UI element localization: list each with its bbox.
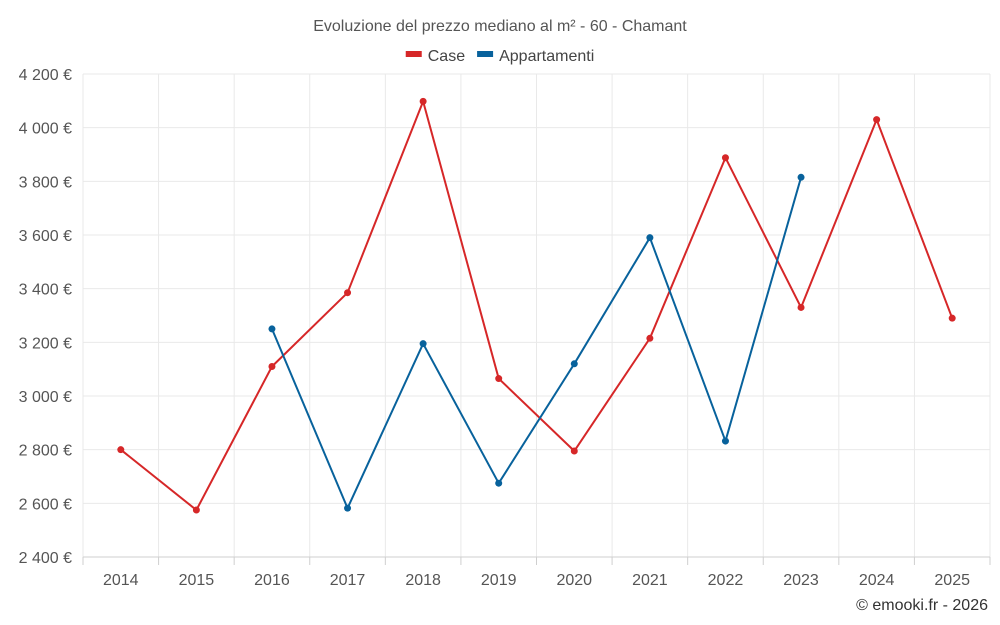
- y-tick-label: 3 600 €: [19, 228, 72, 245]
- series-line-case: [120, 100, 954, 512]
- data-point-case[interactable]: [570, 447, 578, 455]
- data-point-appartamenti[interactable]: [797, 173, 805, 181]
- x-tick-label: 2019: [481, 572, 517, 589]
- legend-swatch: [477, 51, 494, 57]
- y-tick-label: 2 400 €: [19, 550, 72, 567]
- data-point-case[interactable]: [268, 362, 276, 370]
- y-tick-label: 3 000 €: [19, 389, 72, 406]
- data-point-case[interactable]: [873, 116, 881, 124]
- data-point-appartamenti[interactable]: [721, 437, 729, 445]
- legend: Case Appartamenti: [405, 48, 594, 65]
- x-tick-label: 2022: [708, 572, 744, 589]
- legend-swatch: [405, 51, 422, 57]
- data-point-case[interactable]: [948, 314, 956, 322]
- y-axis: 2 400 € 2 600 € 2 800 € 3 000 € 3 200 € 3 400…: [19, 67, 72, 567]
- grid: [82, 73, 991, 557]
- y-tick-label: 4 000 €: [19, 121, 72, 138]
- x-tick-label: 2020: [556, 572, 592, 589]
- series: [117, 97, 956, 514]
- x-tick-label: 2016: [254, 572, 290, 589]
- data-point-appartamenti[interactable]: [646, 234, 654, 242]
- legend-item-case[interactable]: Case: [405, 48, 465, 65]
- x-tick-label: 2017: [330, 572, 366, 589]
- y-tick-label: 3 400 €: [19, 282, 72, 299]
- y-tick-label: 4 200 €: [19, 67, 72, 84]
- data-point-case[interactable]: [797, 303, 805, 311]
- data-point-appartamenti[interactable]: [419, 340, 427, 348]
- x-axis: 2014 2015 2016 2017 2018 2019 2020 2021 2022 2023…: [82, 556, 991, 589]
- data-point-case[interactable]: [117, 446, 125, 454]
- y-tick-label: 3 200 €: [19, 335, 72, 352]
- data-point-case[interactable]: [721, 154, 729, 162]
- x-tick-label: 2025: [934, 572, 970, 589]
- x-tick-label: 2018: [405, 572, 441, 589]
- x-tick-label: 2015: [179, 572, 215, 589]
- data-point-appartamenti[interactable]: [570, 360, 578, 368]
- data-point-appartamenti[interactable]: [268, 325, 276, 333]
- y-tick-label: 3 800 €: [19, 174, 72, 191]
- credit-text: © emooki.fr - 2026: [856, 597, 988, 614]
- x-tick-label: 2023: [783, 572, 819, 589]
- x-tick-label: 2014: [103, 572, 139, 589]
- data-point-case[interactable]: [646, 334, 654, 342]
- y-tick-label: 2 800 €: [19, 443, 72, 460]
- data-point-case[interactable]: [419, 97, 427, 105]
- legend-label: Appartamenti: [499, 48, 594, 65]
- legend-item-appartamenti[interactable]: Appartamenti: [477, 48, 594, 65]
- data-point-case[interactable]: [192, 506, 200, 514]
- chart-title: Evoluzione del prezzo mediano al m² - 60…: [313, 18, 687, 35]
- data-point-case[interactable]: [344, 289, 352, 297]
- data-point-appartamenti[interactable]: [495, 479, 503, 487]
- series-line-appartamenti: [271, 177, 803, 510]
- y-tick-label: 2 600 €: [19, 496, 72, 513]
- x-tick-label: 2021: [632, 572, 668, 589]
- legend-label: Case: [428, 48, 465, 65]
- data-point-appartamenti[interactable]: [344, 504, 352, 512]
- x-tick-label: 2024: [859, 572, 895, 589]
- data-point-case[interactable]: [495, 375, 503, 383]
